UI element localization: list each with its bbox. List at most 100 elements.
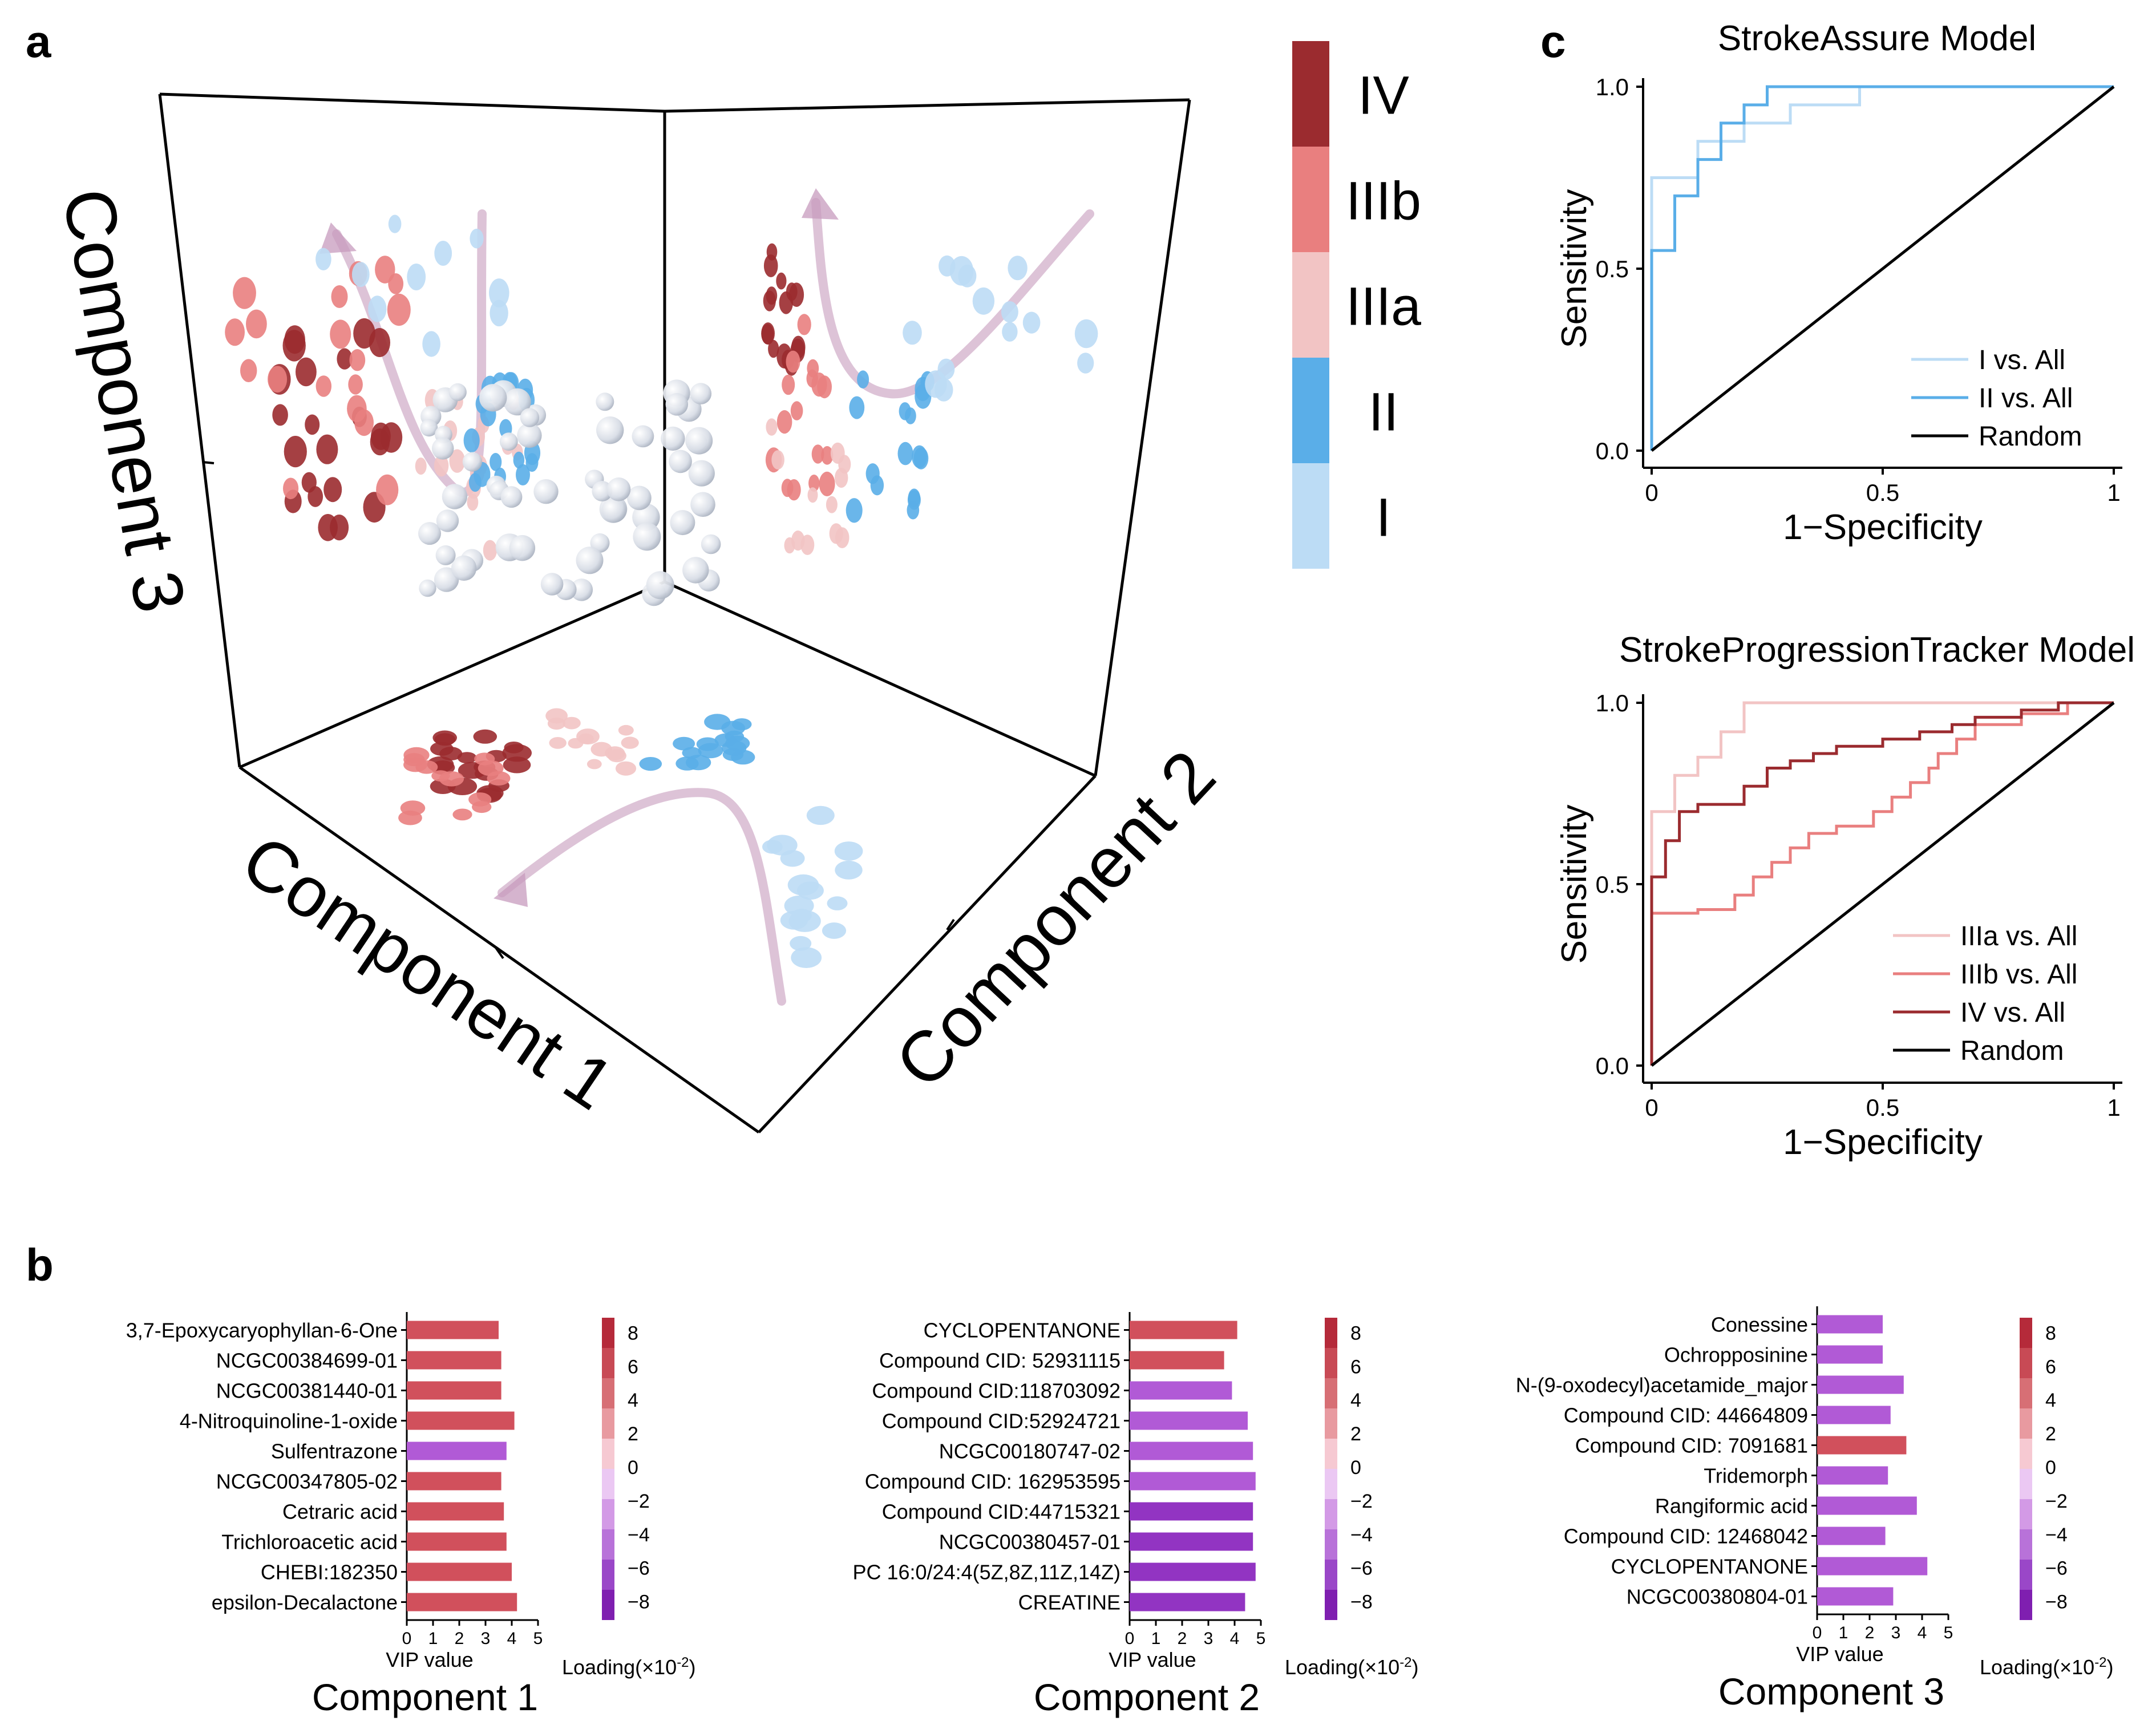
scatter-sphere (665, 393, 689, 416)
axis-label-component-2: Component 2 (880, 736, 1230, 1103)
pca-3d-scatter: Component 3 Component 1 Component 2 IVII… (47, 41, 1421, 1134)
scatter-point (268, 366, 288, 393)
legend-swatch-IIIa (1292, 252, 1329, 358)
scatter-sphere (533, 479, 559, 504)
colorbar-segment (2020, 1378, 2032, 1408)
colorbar-segment (1325, 1348, 1337, 1378)
roc-legend-label: I vs. All (1979, 345, 2065, 375)
scatter-point (449, 449, 466, 473)
scatter-point (771, 450, 784, 470)
scatter-point (763, 254, 778, 277)
colorbar-tick-label: −4 (1350, 1524, 1373, 1546)
vip-bar-charts: 3,7-Epoxycaryophyllan-6-One NCGC00384699-… (126, 1306, 2114, 1718)
scatter-point (1008, 256, 1028, 281)
scatter-sphere (520, 408, 540, 427)
scatter-point (375, 256, 395, 284)
vip-x-tick-label: 1 (1151, 1629, 1161, 1648)
colorbar-segment (2020, 1318, 2032, 1348)
vip-category-label: NCGC00384699-01 (216, 1349, 398, 1372)
scatter-sphere (606, 477, 631, 501)
scatter-point (296, 357, 317, 387)
colorbar-tick-label: 2 (2045, 1423, 2056, 1445)
3d-box-ticks (202, 461, 955, 959)
vip-category-label: CREATINE (1018, 1591, 1121, 1614)
scatter-point (1077, 353, 1094, 374)
scatter-point (907, 501, 920, 520)
scatter-point (388, 214, 402, 233)
scatter-sphere (633, 523, 661, 551)
scatter-point (330, 319, 351, 349)
legend-label-IIIb: IIIb (1346, 171, 1421, 232)
roc-x-tick-label: 0.5 (1866, 479, 1899, 506)
scatter-point (905, 407, 916, 424)
vip-bar (407, 1381, 501, 1400)
roc-y-label: Sensitivity (1555, 804, 1594, 963)
colorbar-tick-label: 4 (628, 1390, 638, 1411)
vip-category-label: NCGC00380457-01 (939, 1530, 1121, 1554)
vip-x-tick-label: 2 (455, 1629, 464, 1648)
scatter-sphere (670, 510, 695, 536)
vip-x-label: VIP value (1109, 1648, 1196, 1671)
vip-category-label: PC 16:0/24:4(5Z,8Z,11Z,14Z) (852, 1561, 1121, 1584)
scatter-point (490, 299, 508, 327)
scatter-point (725, 730, 745, 743)
scatter-point (761, 323, 774, 345)
scatter-point (549, 737, 567, 749)
vip-category-label: NCGC00180747-02 (939, 1440, 1121, 1463)
scatter-point (473, 729, 497, 744)
scatter-point (806, 369, 818, 388)
roc-chart-roc1: 0.0 0.5 1.0 0 0.5 1 StrokeAssure Model 1−Specif… (1555, 19, 2122, 547)
scatter-point (766, 243, 778, 261)
colorbar-segment (602, 1348, 614, 1378)
scatter-sphere (420, 419, 438, 437)
roc-x-label: 1−Specificity (1783, 508, 1983, 547)
scatter-sphere (504, 388, 531, 416)
vip-bar (1817, 1436, 1907, 1455)
colorbar-segment (1325, 1469, 1337, 1499)
colorbar-label-end: ) (689, 1655, 696, 1679)
scatter-point (468, 792, 492, 807)
vip-bar (407, 1502, 504, 1521)
vip-category-label: CHEBI:182350 (261, 1561, 398, 1584)
vip-bar (1817, 1527, 1886, 1545)
scatter-sphere (632, 425, 654, 448)
scatter-point (525, 453, 539, 472)
colorbar-segment (602, 1439, 614, 1469)
vip-bar (1130, 1472, 1256, 1491)
vip-x-tick-label: 1 (428, 1629, 438, 1648)
scatter-point (912, 445, 927, 468)
trajectory-arrow-floor (497, 788, 786, 1006)
vip-x-tick-label: 5 (533, 1629, 543, 1648)
scatter-point (422, 331, 440, 357)
colorbar-segment (1325, 1499, 1337, 1529)
roc-series-line (1651, 86, 2115, 452)
vip-bar (407, 1562, 512, 1581)
vip-bar (1817, 1466, 1888, 1485)
vip-x-tick-label: 3 (1891, 1623, 1901, 1642)
scatter-point (323, 477, 342, 503)
scatter-point (452, 808, 472, 821)
scatter-point (371, 422, 391, 450)
colorbar-tick-label: 6 (1350, 1356, 1361, 1378)
scatter-point (457, 752, 477, 764)
scatter-point (827, 896, 848, 910)
scatter-point (348, 374, 363, 395)
scatter-point (776, 272, 787, 290)
scatter-point (305, 414, 320, 435)
scatter-point (315, 375, 331, 397)
colorbar-label-text: Loading(×10 (1980, 1655, 2094, 1679)
scatter-point (787, 874, 819, 896)
roc-x-tick-label: 1 (2107, 1094, 2120, 1121)
scatter-point (768, 339, 779, 358)
colorbar-tick-label: −8 (628, 1592, 650, 1613)
scatter-point (835, 468, 848, 488)
scatter-point (563, 716, 581, 730)
roc-chart-title: StrokeProgressionTracker Model (1619, 630, 2135, 670)
colorbar-tick-label: 0 (2045, 1457, 2056, 1479)
scatter-point (704, 714, 731, 730)
scatter-point (586, 759, 602, 770)
colorbar-segment (1325, 1408, 1337, 1439)
scatter-point (865, 463, 880, 484)
colorbar-segment (1325, 1318, 1337, 1348)
scatter-point (225, 318, 245, 346)
